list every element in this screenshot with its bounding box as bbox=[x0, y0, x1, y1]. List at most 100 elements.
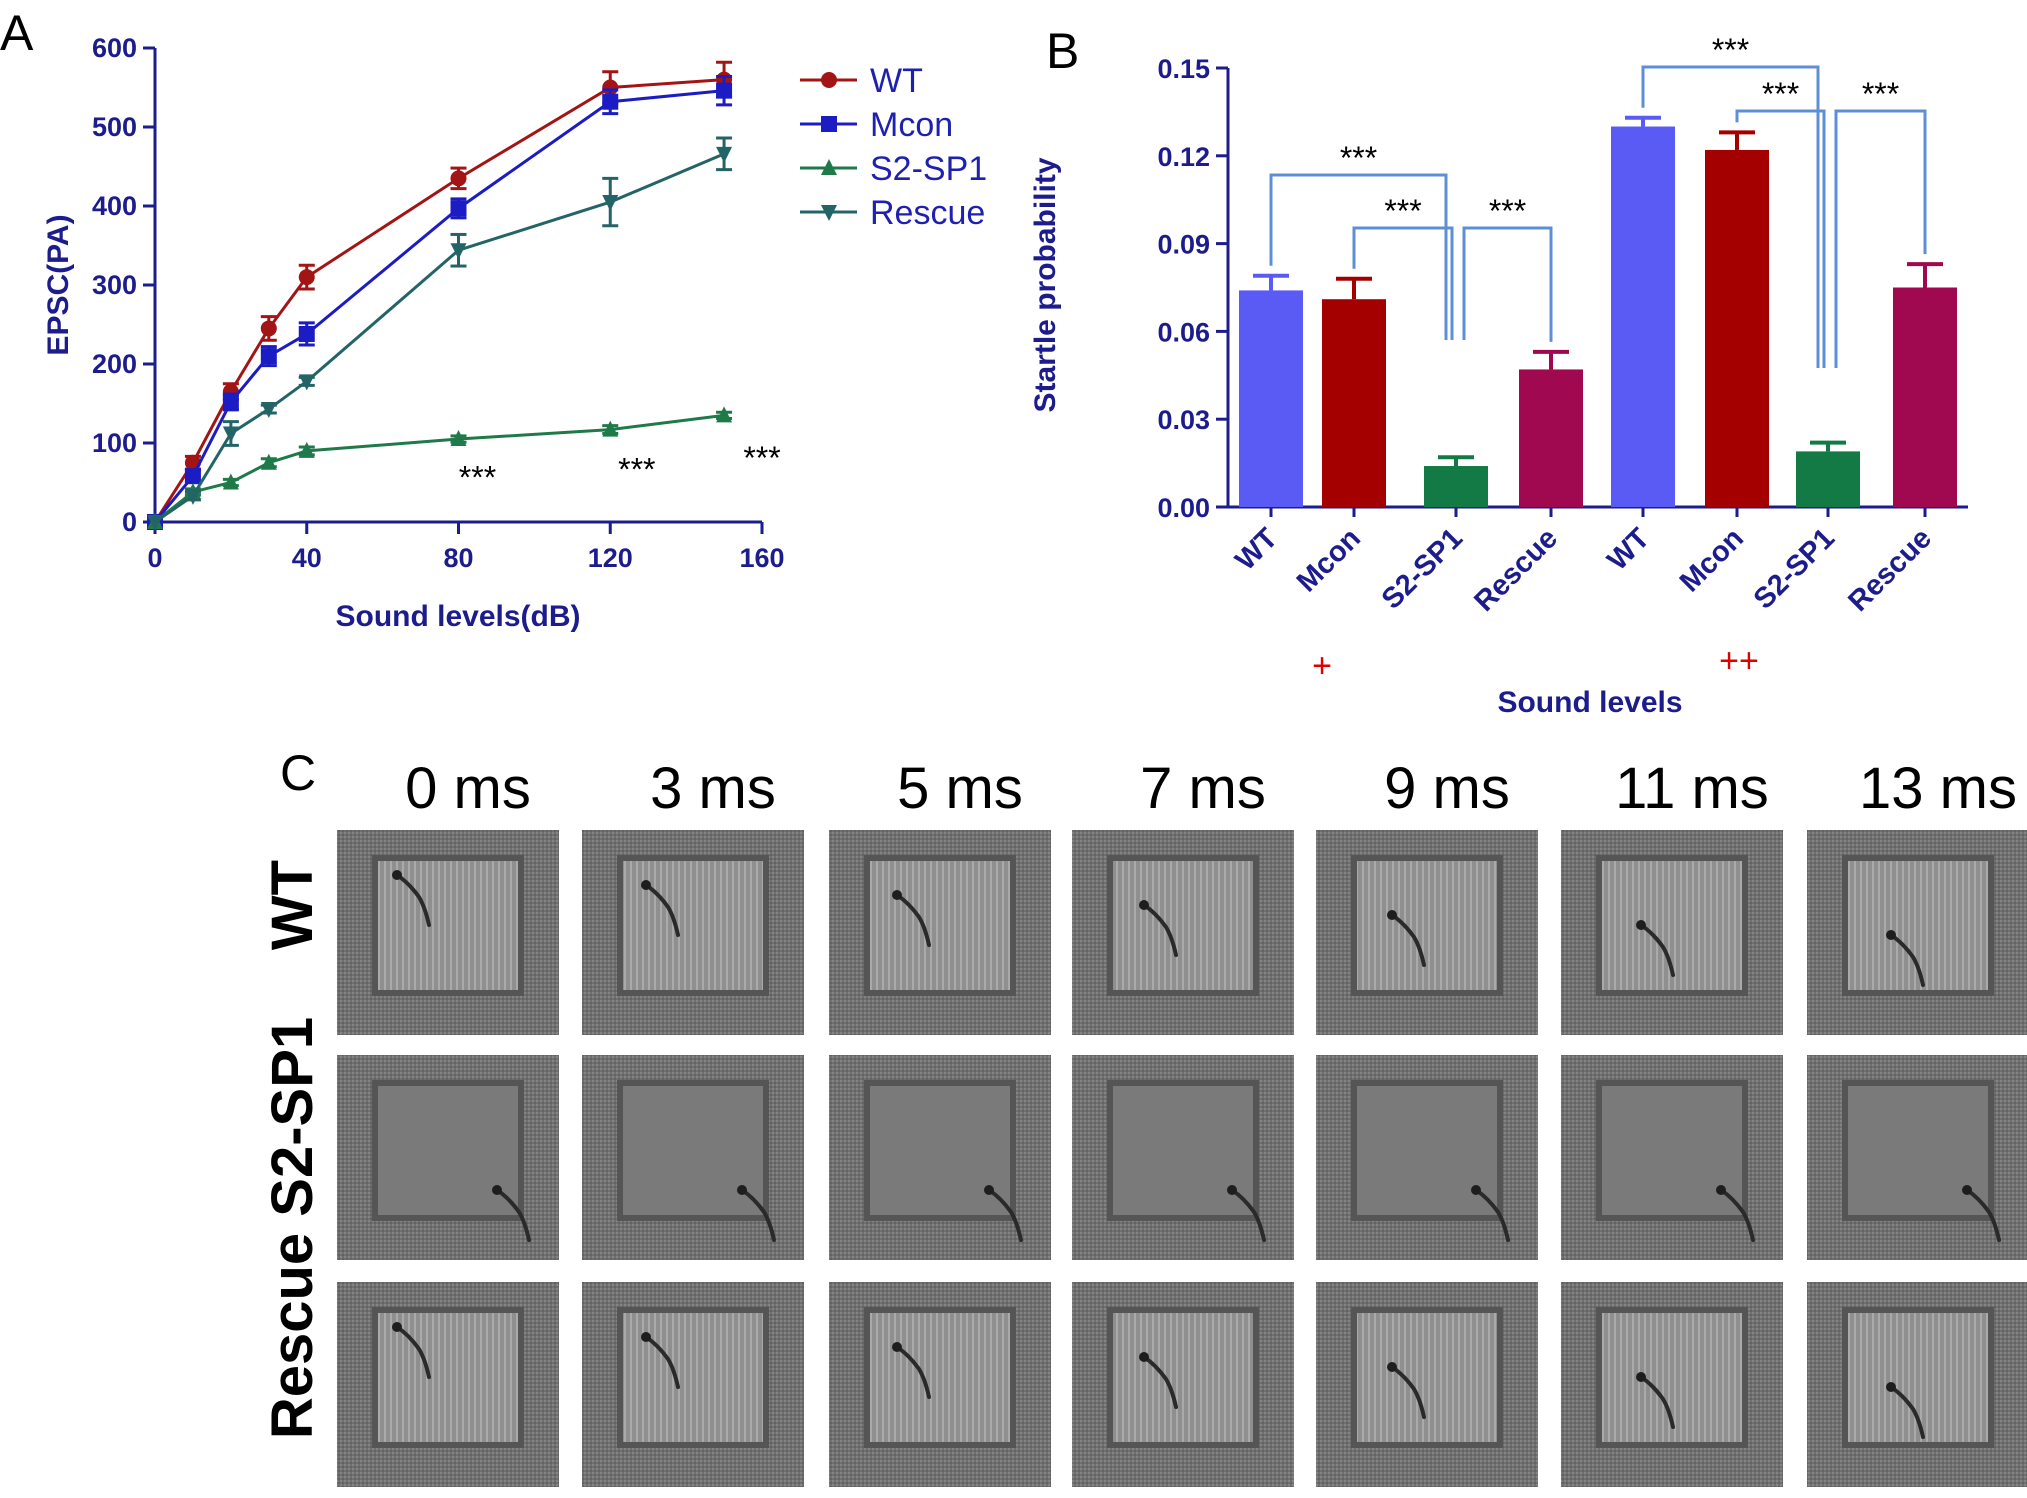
bracket-line bbox=[1269, 173, 1448, 340]
y-tick-label: 0.15 bbox=[1157, 54, 1210, 84]
video-frame bbox=[337, 1282, 559, 1487]
y-tick-label: 400 bbox=[92, 191, 137, 221]
x-tick-label: 120 bbox=[588, 543, 633, 573]
time-label: 7 ms bbox=[1140, 756, 1266, 821]
bar bbox=[1424, 466, 1488, 507]
data-point bbox=[716, 406, 733, 423]
larva-head bbox=[1636, 920, 1646, 930]
tank-wall bbox=[617, 1307, 769, 1448]
tank-interior bbox=[375, 1083, 521, 1218]
larva-head bbox=[1387, 910, 1397, 920]
panel-label-a: A bbox=[0, 5, 34, 61]
chart-b-y-title: Startle probability bbox=[1029, 157, 1062, 412]
video-frame bbox=[1316, 1282, 1538, 1487]
video-frame bbox=[1561, 1055, 1783, 1260]
tank-interior bbox=[1110, 1083, 1256, 1218]
row-label-wt: WT bbox=[260, 860, 325, 950]
y-tick-label: 300 bbox=[92, 270, 137, 300]
video-frame bbox=[1807, 830, 2027, 1035]
larva-head bbox=[1886, 930, 1896, 940]
data-point bbox=[450, 430, 467, 447]
significance-label: *** bbox=[1762, 76, 1799, 112]
tank-interior bbox=[620, 858, 766, 993]
tank-wall bbox=[1351, 1080, 1503, 1221]
bar-group bbox=[1611, 115, 1675, 517]
y-tick-label: 0.06 bbox=[1157, 317, 1210, 347]
video-frame bbox=[1316, 1055, 1538, 1260]
bar-group bbox=[1796, 440, 1860, 517]
significance-label: *** bbox=[1712, 32, 1749, 68]
larva-head bbox=[641, 1332, 651, 1342]
significance-label: *** bbox=[743, 440, 780, 476]
larva-shape bbox=[395, 1325, 431, 1379]
larva-head bbox=[984, 1185, 994, 1195]
larva-shape bbox=[740, 1188, 776, 1242]
series-line bbox=[153, 89, 725, 523]
tank-interior bbox=[1845, 1083, 1991, 1218]
tank-wall bbox=[1842, 1080, 1994, 1221]
tank-wall bbox=[1351, 1307, 1503, 1448]
data-point bbox=[260, 320, 277, 337]
tank-wall bbox=[1596, 1307, 1748, 1448]
data-point bbox=[260, 453, 277, 470]
larva-shape bbox=[1639, 1375, 1675, 1429]
category-label: WT bbox=[1601, 522, 1656, 577]
y-tick-label: 0 bbox=[122, 507, 137, 537]
tank-interior bbox=[375, 1310, 521, 1445]
video-frame bbox=[337, 1055, 559, 1260]
tank-interior bbox=[1354, 858, 1500, 993]
larva-head bbox=[392, 870, 402, 880]
significance-bracket: *** bbox=[1735, 76, 1826, 368]
video-frames bbox=[337, 830, 2027, 1487]
significance-bracket: *** bbox=[1269, 140, 1448, 340]
data-point bbox=[450, 200, 467, 217]
larva-shape bbox=[1889, 1385, 1925, 1439]
tank-interior bbox=[1354, 1083, 1500, 1218]
significance-bracket: *** bbox=[1641, 32, 1820, 368]
series-line bbox=[153, 78, 725, 523]
larva-shape bbox=[1142, 903, 1178, 957]
larva-shape bbox=[1390, 913, 1426, 967]
video-frame bbox=[1072, 830, 1294, 1035]
tank-wall bbox=[1351, 855, 1503, 996]
chart-b-bars bbox=[1239, 115, 1957, 517]
video-frame bbox=[582, 830, 804, 1035]
series-rescue bbox=[147, 136, 733, 531]
video-frame bbox=[829, 1055, 1051, 1260]
tank-wall bbox=[617, 1080, 769, 1221]
chart-a-series bbox=[147, 60, 733, 531]
larva-head bbox=[1139, 1352, 1149, 1362]
bar bbox=[1893, 287, 1957, 507]
significance-label: *** bbox=[1384, 193, 1421, 229]
larva-head bbox=[1387, 1362, 1397, 1372]
bar-group bbox=[1239, 273, 1303, 517]
data-point bbox=[184, 488, 201, 505]
bar bbox=[1519, 369, 1583, 507]
panel-label-b: B bbox=[1046, 23, 1079, 79]
data-point bbox=[821, 116, 837, 132]
video-frame bbox=[829, 1282, 1051, 1487]
tank-wall bbox=[372, 855, 524, 996]
significance-label: *** bbox=[459, 460, 496, 496]
larva-head bbox=[1962, 1185, 1972, 1195]
category-label: Rescue bbox=[1468, 522, 1564, 618]
larva-shape bbox=[1474, 1188, 1510, 1242]
larva-head bbox=[1227, 1185, 1237, 1195]
tank-wall bbox=[372, 1307, 524, 1448]
video-frame bbox=[1807, 1055, 2027, 1260]
y-tick-label: 0.09 bbox=[1157, 230, 1210, 260]
category-label: Mcon bbox=[1674, 522, 1750, 598]
video-frame bbox=[1316, 830, 1538, 1035]
larva-head bbox=[1886, 1382, 1896, 1392]
significance-bracket: *** bbox=[1834, 76, 1927, 368]
series-line bbox=[154, 152, 725, 524]
data-point bbox=[147, 515, 163, 531]
larva-shape bbox=[987, 1188, 1023, 1242]
bracket-line bbox=[1735, 109, 1826, 368]
tank-wall bbox=[864, 855, 1016, 996]
tank-interior bbox=[375, 858, 521, 993]
tank-wall bbox=[1596, 1080, 1748, 1221]
bar-group bbox=[1322, 276, 1386, 517]
